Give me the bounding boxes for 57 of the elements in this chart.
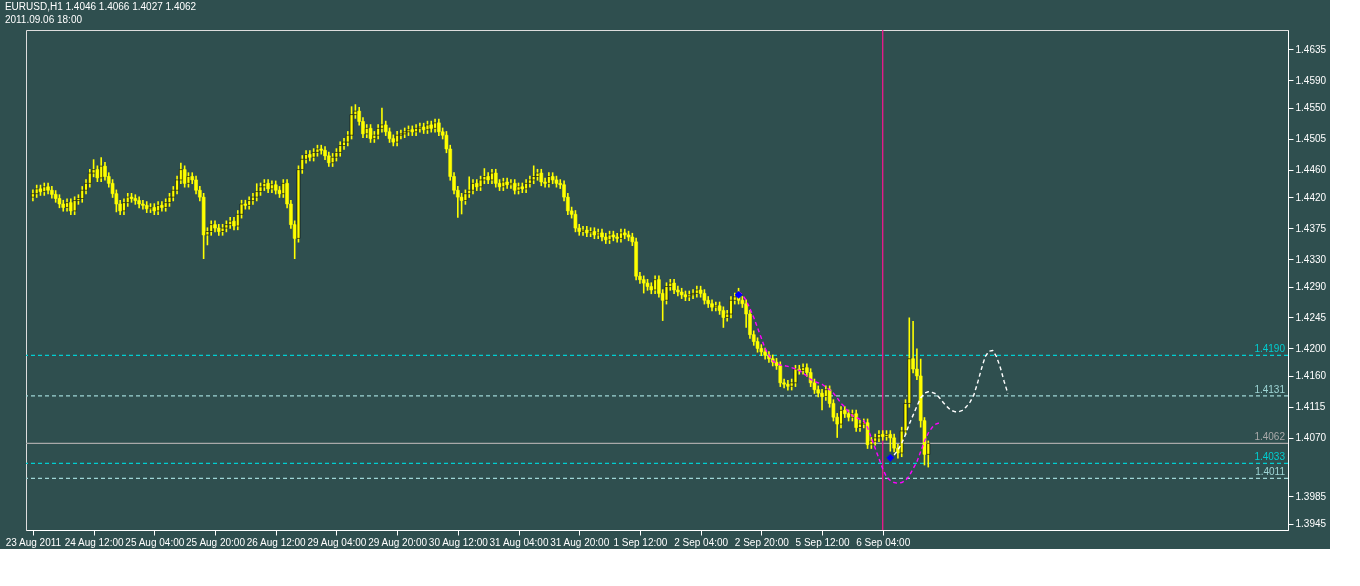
y-tick-label: 1.4505 <box>1295 133 1327 145</box>
x-tick-label: 25 Aug 04:00 <box>125 536 185 548</box>
y-tick-label: 1.4245 <box>1295 311 1327 323</box>
x-tick-label: 2 Sep 04:00 <box>674 536 729 548</box>
y-tick-label: 1.4115 <box>1295 401 1326 413</box>
y-tick-label: 1.4200 <box>1295 342 1327 354</box>
x-tick-label: 25 Aug 20:00 <box>186 536 246 548</box>
candlestick <box>509 178 513 190</box>
candlestick <box>160 200 164 213</box>
x-tick-label: 31 Aug 20:00 <box>550 536 610 548</box>
x-tick-label: 5 Sep 12:00 <box>795 536 850 548</box>
chart-subtitle: 2011.09.06 18:00 <box>4 14 83 26</box>
y-tick-label: 1.4290 <box>1295 281 1327 293</box>
candlestick <box>141 199 145 211</box>
ref-line-label: 1.4011 <box>1255 466 1286 478</box>
x-tick-label: 6 Sep 04:00 <box>856 536 911 548</box>
y-tick-label: 1.4590 <box>1295 74 1327 86</box>
candlestick <box>888 429 893 453</box>
candlestick <box>615 232 619 244</box>
y-tick-label: 1.3945 <box>1295 518 1327 530</box>
x-tick-label: 30 Aug 12:00 <box>428 536 489 548</box>
candlestick <box>854 408 858 433</box>
candlestick <box>892 432 896 454</box>
x-tick-label: 1 Sep 12:00 <box>613 536 668 548</box>
x-tick-label: 2 Sep 20:00 <box>734 536 790 548</box>
y-tick-label: 1.4420 <box>1295 191 1327 203</box>
candlestick <box>653 274 657 295</box>
y-tick-label: 1.3985 <box>1295 490 1327 502</box>
y-tick-label: 1.4635 <box>1295 43 1327 55</box>
ref-line-label: 1.4062 <box>1254 431 1286 443</box>
candlestick <box>793 364 798 388</box>
candlestick <box>729 295 733 319</box>
x-tick-label: 26 Aug 12:00 <box>246 536 307 548</box>
chart-title: EURUSD,H1 1.4046 1.4066 1.4027 1.4062 <box>4 1 197 13</box>
candlestick <box>691 288 695 300</box>
candlestick <box>865 417 870 450</box>
x-tick-label: 31 Aug 04:00 <box>489 536 549 548</box>
candlestick <box>581 225 585 237</box>
y-tick-label: 1.4160 <box>1295 370 1327 382</box>
candlestick <box>182 164 187 189</box>
x-tick-label: 23 Aug 2011 <box>5 536 62 548</box>
y-tick-label: 1.4070 <box>1295 432 1327 444</box>
x-tick-label: 24 Aug 12:00 <box>64 536 125 548</box>
ref-line-label: 1.4190 <box>1254 343 1286 355</box>
x-tick-label: 29 Aug 20:00 <box>368 536 428 548</box>
x-tick-label: 29 Aug 04:00 <box>307 536 367 548</box>
candlestick <box>531 164 536 185</box>
ref-line-label: 1.4131 <box>1254 383 1286 395</box>
y-tick-label: 1.4375 <box>1295 222 1327 234</box>
candlestick <box>368 123 373 144</box>
y-tick-label: 1.4460 <box>1295 164 1327 176</box>
candlestick <box>820 388 824 412</box>
candlestick <box>99 156 103 183</box>
y-tick-label: 1.4550 <box>1295 102 1327 114</box>
y-tick-label: 1.4330 <box>1295 253 1327 265</box>
ref-line-label: 1.4033 <box>1254 451 1286 463</box>
candlestick <box>573 209 578 233</box>
